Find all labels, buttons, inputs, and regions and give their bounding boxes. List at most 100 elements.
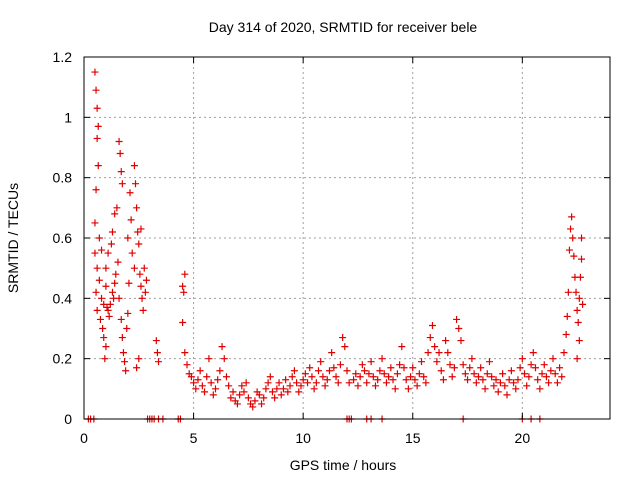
data-point <box>396 361 404 369</box>
data-point <box>240 388 248 396</box>
data-point <box>472 379 480 387</box>
data-point <box>112 270 120 278</box>
data-point <box>527 361 535 369</box>
data-point <box>136 270 144 278</box>
data-point <box>317 358 325 366</box>
data-point <box>570 252 578 260</box>
data-point <box>578 255 586 263</box>
data-point <box>209 391 217 399</box>
data-point <box>352 370 360 378</box>
data-point <box>115 294 123 302</box>
data-point <box>572 288 580 296</box>
data-point <box>218 343 226 351</box>
data-point <box>91 219 99 227</box>
data-point <box>424 349 432 357</box>
data-point <box>98 294 106 302</box>
data-point <box>203 373 211 381</box>
data-point <box>470 370 478 378</box>
data-point <box>499 370 507 378</box>
data-point <box>91 249 99 257</box>
data-point <box>437 367 445 375</box>
data-point <box>393 370 401 378</box>
data-point <box>573 306 581 314</box>
data-point <box>124 234 132 242</box>
data-point <box>179 282 187 290</box>
data-point <box>567 225 575 233</box>
data-point <box>95 234 103 242</box>
data-point <box>297 382 305 390</box>
data-point <box>288 373 296 381</box>
data-point <box>398 343 406 351</box>
data-point <box>140 264 148 272</box>
data-point <box>512 385 520 393</box>
data-point <box>141 288 149 296</box>
x-tick-labels: 0 5 10 15 20 <box>80 430 530 446</box>
data-point <box>525 373 533 381</box>
data-point <box>179 318 187 326</box>
data-point <box>142 276 150 284</box>
data-point <box>183 361 191 369</box>
data-point <box>529 349 537 357</box>
data-point <box>514 376 522 384</box>
data-point <box>560 349 568 357</box>
data-point <box>111 210 119 218</box>
data-point <box>96 315 104 323</box>
data-point <box>94 122 102 130</box>
data-point <box>181 270 189 278</box>
data-point <box>485 358 493 366</box>
data-point <box>130 264 138 272</box>
data-point <box>214 376 222 384</box>
data-point <box>542 373 550 381</box>
data-point <box>102 264 110 272</box>
data-point <box>130 162 138 170</box>
data-point <box>536 385 544 393</box>
y-axis-label: SRMTID / TECUs <box>5 183 21 293</box>
data-point <box>100 300 108 308</box>
data-point <box>461 370 469 378</box>
data-point <box>244 394 252 402</box>
data-point <box>459 361 467 369</box>
data-point <box>503 391 511 399</box>
data-point <box>201 388 209 396</box>
data-point <box>126 189 134 197</box>
data-point <box>106 300 114 308</box>
data-point <box>114 258 122 266</box>
data-point <box>152 337 160 345</box>
data-points-layer <box>84 68 587 423</box>
data-point <box>538 370 546 378</box>
data-point <box>124 309 132 317</box>
data-point <box>442 337 450 345</box>
data-point <box>363 379 371 387</box>
data-point <box>365 370 373 378</box>
data-point <box>255 391 263 399</box>
data-point <box>565 246 573 254</box>
data-point <box>103 303 111 311</box>
data-point <box>579 300 587 308</box>
data-point <box>117 315 125 323</box>
data-point <box>574 318 582 326</box>
data-point <box>378 355 386 363</box>
data-point <box>99 325 107 332</box>
data-point <box>137 225 145 233</box>
data-point <box>229 388 237 396</box>
data-point <box>306 364 314 372</box>
data-point <box>389 376 397 384</box>
data-point <box>374 376 382 384</box>
data-point <box>258 400 266 408</box>
y-tick-label: 0.6 <box>53 230 73 246</box>
y-tick-labels: 0 0.2 0.4 0.6 0.8 1 1.2 <box>53 49 73 427</box>
data-point <box>341 343 349 351</box>
data-point <box>325 367 333 375</box>
data-point <box>138 294 146 302</box>
data-point <box>249 403 257 411</box>
data-point <box>155 358 163 366</box>
data-point <box>135 355 143 363</box>
data-point <box>236 391 244 399</box>
data-point <box>260 394 268 402</box>
data-point <box>94 162 102 170</box>
data-point <box>404 385 412 393</box>
data-point <box>330 364 338 372</box>
data-point <box>222 373 230 381</box>
data-point <box>251 397 259 405</box>
data-point <box>105 312 113 320</box>
